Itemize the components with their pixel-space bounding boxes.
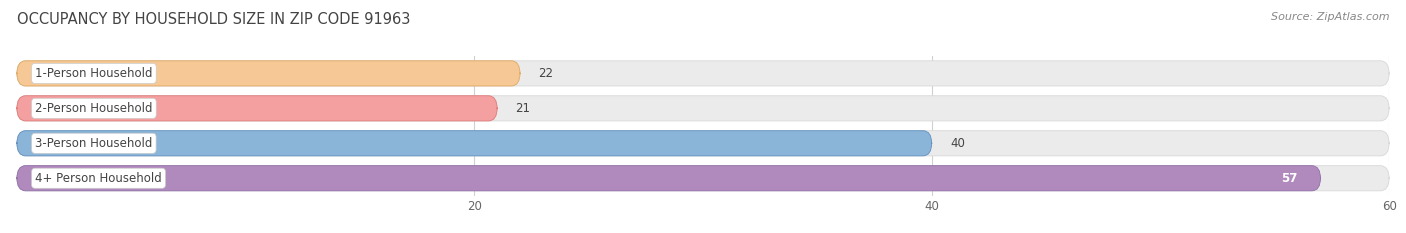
Text: Source: ZipAtlas.com: Source: ZipAtlas.com — [1271, 12, 1389, 22]
Text: 22: 22 — [538, 67, 554, 80]
Text: 4+ Person Household: 4+ Person Household — [35, 172, 162, 185]
Text: 40: 40 — [950, 137, 965, 150]
Text: 21: 21 — [516, 102, 530, 115]
FancyBboxPatch shape — [17, 131, 932, 156]
FancyBboxPatch shape — [17, 166, 1320, 191]
FancyBboxPatch shape — [17, 166, 1389, 191]
Text: 1-Person Household: 1-Person Household — [35, 67, 153, 80]
FancyBboxPatch shape — [17, 61, 520, 86]
FancyBboxPatch shape — [17, 61, 1389, 86]
Text: 2-Person Household: 2-Person Household — [35, 102, 153, 115]
FancyBboxPatch shape — [17, 96, 498, 121]
FancyBboxPatch shape — [17, 131, 1389, 156]
Text: OCCUPANCY BY HOUSEHOLD SIZE IN ZIP CODE 91963: OCCUPANCY BY HOUSEHOLD SIZE IN ZIP CODE … — [17, 12, 411, 27]
Text: 57: 57 — [1281, 172, 1298, 185]
FancyBboxPatch shape — [17, 96, 1389, 121]
Text: 3-Person Household: 3-Person Household — [35, 137, 152, 150]
